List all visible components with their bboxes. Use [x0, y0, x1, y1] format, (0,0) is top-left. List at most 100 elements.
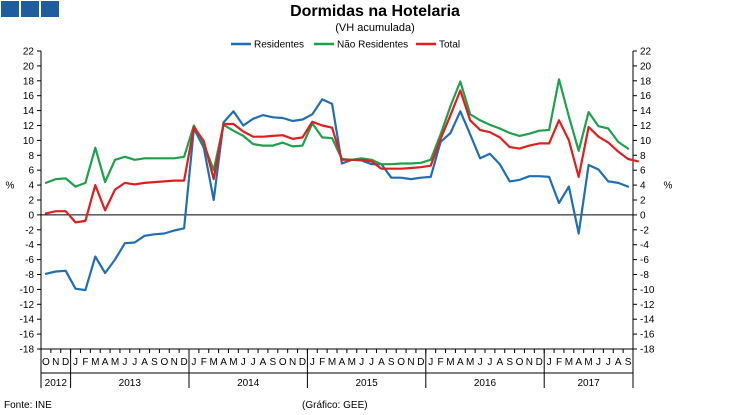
y-tick-label-left: 6 — [28, 166, 34, 177]
x-tick-label: N — [171, 357, 178, 368]
x-tick-label: S — [151, 357, 158, 368]
y-tick-label-right: -4 — [640, 240, 649, 251]
y-tick-label-left: -16 — [20, 330, 35, 341]
x-tick-label: O — [279, 357, 287, 368]
logo-block — [41, 1, 59, 17]
y-tick-label-left: 0 — [28, 210, 34, 221]
x-tick-label: F — [438, 357, 444, 368]
y-tick-label-left: 8 — [28, 151, 34, 162]
y-tick-label-left: 14 — [23, 106, 35, 117]
x-tick-label: D — [299, 357, 306, 368]
y-tick-label-right: 0 — [640, 210, 646, 221]
chart-title: Dormidas na Hotelaria — [290, 3, 460, 20]
y-tick-label-left: -14 — [20, 315, 35, 326]
y-tick-label-left: -2 — [25, 225, 34, 236]
y-tick-label-right: 14 — [640, 106, 652, 117]
x-tick-label: M — [348, 357, 356, 368]
x-tick-label: A — [575, 357, 582, 368]
y-tick-label-right: 10 — [640, 136, 652, 147]
x-tick-label: D — [536, 357, 543, 368]
y-tick-label-right: -12 — [640, 300, 655, 311]
x-tick-label: S — [388, 357, 395, 368]
y-tick-label-right: 22 — [640, 47, 652, 58]
y-tick-label-right: 8 — [640, 151, 646, 162]
x-tick-label: D — [62, 357, 69, 368]
x-tick-label: J — [191, 357, 196, 368]
series-line-total — [44, 89, 640, 224]
x-tick-label: A — [141, 357, 148, 368]
x-tick-label: S — [270, 357, 277, 368]
y-tick-label-right: 6 — [640, 166, 646, 177]
x-tick-label: J — [310, 357, 315, 368]
x-tick-label: M — [565, 357, 573, 368]
x-tick-label: F — [201, 357, 207, 368]
x-tick-label: F — [82, 357, 88, 368]
x-tick-label: N — [526, 357, 533, 368]
x-tick-label: J — [241, 357, 246, 368]
y-tick-label-left: -6 — [25, 255, 34, 266]
y-tick-label-right: -10 — [640, 285, 655, 296]
y-tick-label-left: 2 — [28, 196, 34, 207]
y-tick-label-left: 18 — [23, 76, 35, 87]
year-label: 2013 — [119, 378, 142, 389]
x-tick-label: D — [417, 357, 424, 368]
x-tick-label: J — [251, 357, 256, 368]
y-tick-label-right: 4 — [640, 181, 646, 192]
x-tick-label: A — [220, 357, 227, 368]
y-tick-label-left: -4 — [25, 240, 34, 251]
x-tick-label: O — [42, 357, 50, 368]
y-tick-label-left: -8 — [25, 270, 34, 281]
x-tick-label: J — [369, 357, 374, 368]
y-tick-label-right: 2 — [640, 196, 646, 207]
x-tick-label: M — [328, 357, 336, 368]
x-tick-label: F — [556, 357, 562, 368]
series-line-residentes — [44, 98, 630, 292]
x-tick-label: D — [180, 357, 187, 368]
chart-credit: (Gráfico: GEE) — [302, 400, 368, 411]
x-tick-label: M — [111, 357, 119, 368]
y-tick-label-left: -18 — [20, 345, 35, 356]
y-tick-label-right: 16 — [640, 91, 652, 102]
x-tick-label: F — [319, 357, 325, 368]
x-tick-label: S — [506, 357, 513, 368]
y-tick-label-right: 20 — [640, 61, 652, 72]
x-tick-label: A — [615, 357, 622, 368]
y-tick-label-left: 4 — [28, 181, 34, 192]
y-tick-label-right: -2 — [640, 225, 649, 236]
x-tick-label: J — [478, 357, 483, 368]
legend-label: Total — [439, 40, 460, 51]
x-tick-label: J — [487, 357, 492, 368]
y-tick-label-left: -12 — [20, 300, 35, 311]
x-tick-label: J — [132, 357, 137, 368]
x-tick-label: J — [73, 357, 78, 368]
series-line-n-o-residentes — [44, 78, 630, 188]
logo — [1, 1, 59, 17]
logo-block — [1, 1, 19, 17]
chart-subtitle: (VH acumulada) — [335, 22, 415, 34]
y-axis-label-right: % — [664, 181, 673, 192]
y-tick-label-right: -18 — [640, 345, 655, 356]
y-tick-label-right: 12 — [640, 121, 652, 132]
legend-label: Não Residentes — [337, 40, 408, 51]
x-tick-label: O — [397, 357, 405, 368]
x-tick-label: J — [606, 357, 611, 368]
y-axis-label-left: % — [6, 181, 15, 192]
x-tick-label: M — [91, 357, 99, 368]
x-tick-label: J — [359, 357, 364, 368]
x-tick-label: M — [229, 357, 237, 368]
x-tick-label: M — [584, 357, 592, 368]
y-tick-label-right: -8 — [640, 270, 649, 281]
year-label: 2017 — [577, 378, 600, 389]
x-tick-label: J — [428, 357, 433, 368]
year-label: 2014 — [237, 378, 260, 389]
y-tick-label-right: 18 — [640, 76, 652, 87]
legend-label: Residentes — [254, 40, 304, 51]
x-tick-label: A — [378, 357, 385, 368]
y-tick-label-left: -10 — [20, 285, 35, 296]
y-tick-label-right: -14 — [640, 315, 655, 326]
y-tick-label-left: 20 — [23, 61, 35, 72]
y-tick-label-right: -6 — [640, 255, 649, 266]
year-label: 2015 — [355, 378, 378, 389]
y-tick-label-left: 10 — [23, 136, 35, 147]
